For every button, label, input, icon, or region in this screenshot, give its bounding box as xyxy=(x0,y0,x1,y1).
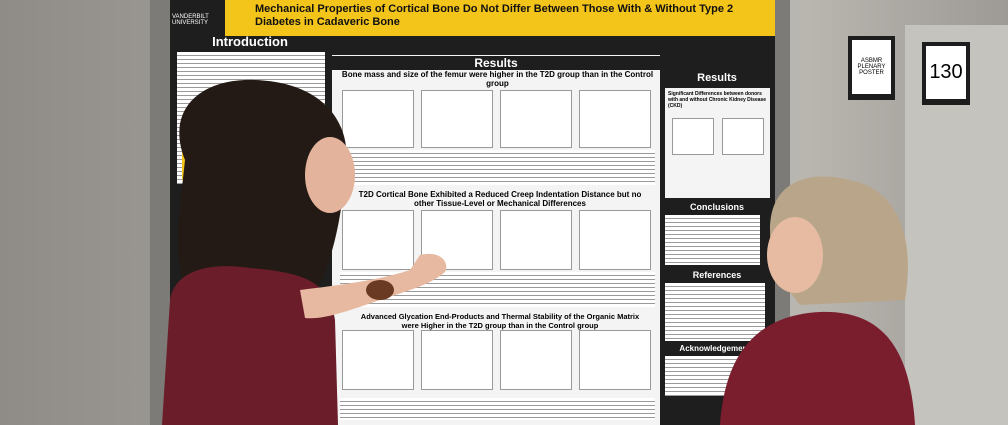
plot xyxy=(421,330,493,390)
references-text xyxy=(665,283,765,341)
board-number: 130 xyxy=(926,46,966,99)
plot xyxy=(579,210,651,270)
result-heading: Advanced Glycation End-Products and Ther… xyxy=(360,312,640,330)
section-header: Introduction xyxy=(212,34,288,49)
section-header: References xyxy=(692,270,742,280)
caption xyxy=(340,398,655,420)
number-card: 130 xyxy=(922,42,970,105)
plenary-card: ASBMR PLENARY POSTER xyxy=(848,36,895,100)
plot xyxy=(672,118,714,155)
face xyxy=(305,137,355,213)
result-heading: T2D Cortical Bone Exhibited a Reduced Cr… xyxy=(358,190,642,208)
caption xyxy=(340,150,655,185)
hair xyxy=(178,79,347,301)
result-heading: Bone mass and size of the femur were hig… xyxy=(341,70,654,88)
plot xyxy=(579,330,651,390)
scrunchie xyxy=(366,280,394,300)
face xyxy=(767,217,823,293)
plot xyxy=(500,330,572,390)
plot xyxy=(342,210,414,270)
section-header: Results xyxy=(332,56,660,70)
top xyxy=(162,266,338,425)
section-header: Acknowledgements xyxy=(679,344,755,353)
plot xyxy=(421,90,493,148)
section-header: Results xyxy=(697,72,737,84)
plot xyxy=(342,330,414,390)
plot xyxy=(500,210,572,270)
plot xyxy=(342,90,414,148)
plot xyxy=(722,118,764,155)
plot xyxy=(500,90,572,148)
poster-title: Mechanical Properties of Cortical Bone D… xyxy=(225,0,775,36)
plot xyxy=(579,90,651,148)
top xyxy=(720,311,915,425)
card-text: ASBMR PLENARY POSTER xyxy=(852,40,891,94)
conclusions-text xyxy=(665,215,760,265)
logo: VANDERBILT UNIVERSITY xyxy=(172,14,209,26)
section-header: Conclusions xyxy=(689,202,744,212)
